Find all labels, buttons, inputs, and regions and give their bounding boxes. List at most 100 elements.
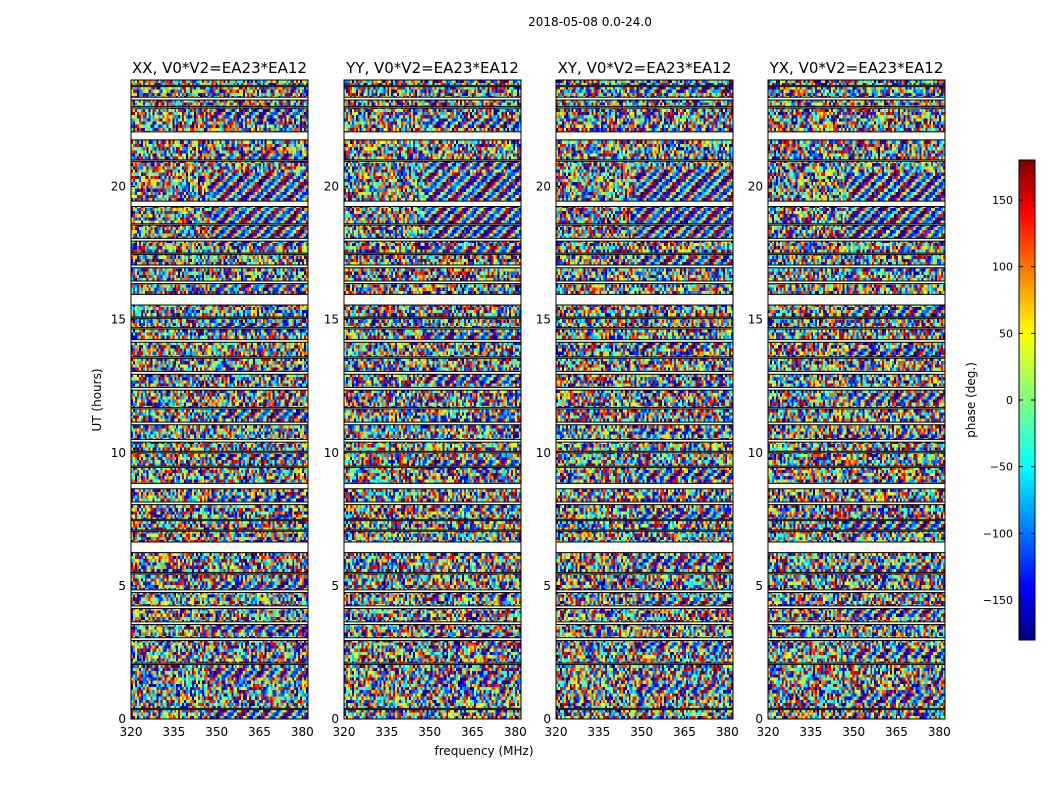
panel-title: XX, V0*V2=EA23*EA12 <box>132 59 307 77</box>
panel-2: YY, V0*V2=EA23*EA12 320 335 350 365 380 0 5 10 15… <box>324 59 527 739</box>
flagged-gap <box>768 502 945 505</box>
flagged-gap <box>768 621 945 625</box>
flagged-gap <box>768 339 945 343</box>
flagged-gap <box>556 422 733 425</box>
flagged-gap <box>131 201 308 207</box>
flagged-gap <box>556 407 733 409</box>
flagged-gap <box>131 106 308 109</box>
flagged-gap <box>768 223 945 226</box>
x-tick-label: 320 <box>333 725 356 739</box>
flagged-gap <box>556 387 733 391</box>
phase-heatmap <box>344 80 521 719</box>
flagged-gap <box>131 637 308 641</box>
panel-frame <box>343 79 522 720</box>
flagged-gap <box>344 502 521 505</box>
flagged-gap <box>556 466 733 468</box>
flagged-gap <box>768 238 945 242</box>
x-tick-label: 335 <box>799 725 822 739</box>
flagged-gap <box>344 422 521 425</box>
flagged-gap <box>131 466 308 468</box>
flagged-gap <box>768 541 945 553</box>
x-tick-label: 335 <box>162 725 185 739</box>
flagged-gap <box>556 663 733 665</box>
flagged-gap <box>556 483 733 489</box>
flagged-gap <box>131 97 308 100</box>
flagged-gap <box>344 529 521 532</box>
flagged-gap <box>131 407 308 409</box>
flagged-gap <box>556 316 733 319</box>
flagged-gap <box>768 451 945 453</box>
x-tick-label: 365 <box>461 725 484 739</box>
x-tick-label: 335 <box>375 725 398 739</box>
flagged-gap <box>556 572 733 575</box>
panel-title: YY, V0*V2=EA23*EA12 <box>345 59 519 77</box>
y-tick-label: 15 <box>324 313 339 327</box>
y-axis-label: UT (hours) <box>90 368 104 431</box>
flagged-gap <box>768 572 945 575</box>
y-tick-label: 10 <box>536 446 551 460</box>
panel-title: YX, V0*V2=EA23*EA12 <box>769 59 944 77</box>
flagged-gap <box>344 356 521 359</box>
flagged-gap <box>131 371 308 375</box>
flagged-gap <box>131 529 308 532</box>
flagged-gap <box>131 85 308 87</box>
flagged-gap <box>344 97 521 100</box>
y-tick-label: 15 <box>748 313 763 327</box>
panel-4: YX, V0*V2=EA23*EA12 320 335 350 365 380 0 5 10 15… <box>748 59 951 739</box>
flagged-gap <box>768 106 945 109</box>
colorbar-tick-label: 100 <box>992 261 1013 274</box>
flagged-gap <box>131 519 308 521</box>
flagged-gap <box>344 371 521 375</box>
flagged-gap <box>556 85 733 87</box>
flagged-gap <box>556 201 733 207</box>
flagged-gap <box>768 316 945 319</box>
y-tick-label: 0 <box>331 712 339 726</box>
x-tick-label: 380 <box>716 725 739 739</box>
y-tick-label: 0 <box>118 712 126 726</box>
flagged-gap <box>131 223 308 226</box>
colorbar-tick-label: 0 <box>1006 394 1013 407</box>
flagged-gap <box>768 265 945 268</box>
colorbar-tick-label: −150 <box>983 594 1013 607</box>
flagged-gap <box>344 605 521 609</box>
flagged-gap <box>556 451 733 453</box>
flagged-gap <box>556 97 733 100</box>
flagged-gap <box>768 371 945 375</box>
flagged-gap <box>344 407 521 409</box>
flagged-gap <box>768 85 945 87</box>
flagged-gap <box>556 238 733 242</box>
flagged-gap <box>556 708 733 710</box>
flagged-gap <box>344 589 521 593</box>
flagged-gap <box>344 439 521 443</box>
flagged-gap <box>131 159 308 162</box>
flagged-gap <box>344 387 521 391</box>
flagged-gap <box>131 356 308 359</box>
panel-frame <box>130 79 309 720</box>
flagged-gap <box>768 663 945 665</box>
flagged-gap <box>344 106 521 109</box>
y-tick-label: 0 <box>543 712 551 726</box>
flagged-gap <box>131 339 308 343</box>
panel-title: XY, V0*V2=EA23*EA12 <box>558 59 732 77</box>
x-tick-label: 320 <box>757 725 780 739</box>
flagged-gap <box>556 223 733 226</box>
flagged-gap <box>344 466 521 468</box>
flagged-gap <box>344 483 521 489</box>
x-tick-label: 320 <box>120 725 143 739</box>
x-tick-label: 335 <box>587 725 610 739</box>
flagged-gap <box>344 451 521 453</box>
flagged-gap <box>131 422 308 425</box>
flagged-gap <box>768 466 945 468</box>
flagged-gap <box>556 327 733 330</box>
flagged-gap <box>768 131 945 140</box>
flagged-gap <box>131 316 308 319</box>
colorbar-label: phase (deg.) <box>964 362 978 438</box>
y-tick-label: 20 <box>111 180 126 194</box>
x-tick-label: 380 <box>291 725 314 739</box>
flagged-gap <box>768 387 945 391</box>
flagged-gap <box>768 253 945 255</box>
y-tick-label: 15 <box>111 313 126 327</box>
flagged-gap <box>344 238 521 242</box>
x-tick-label: 380 <box>504 725 527 739</box>
flagged-gap <box>768 637 945 641</box>
